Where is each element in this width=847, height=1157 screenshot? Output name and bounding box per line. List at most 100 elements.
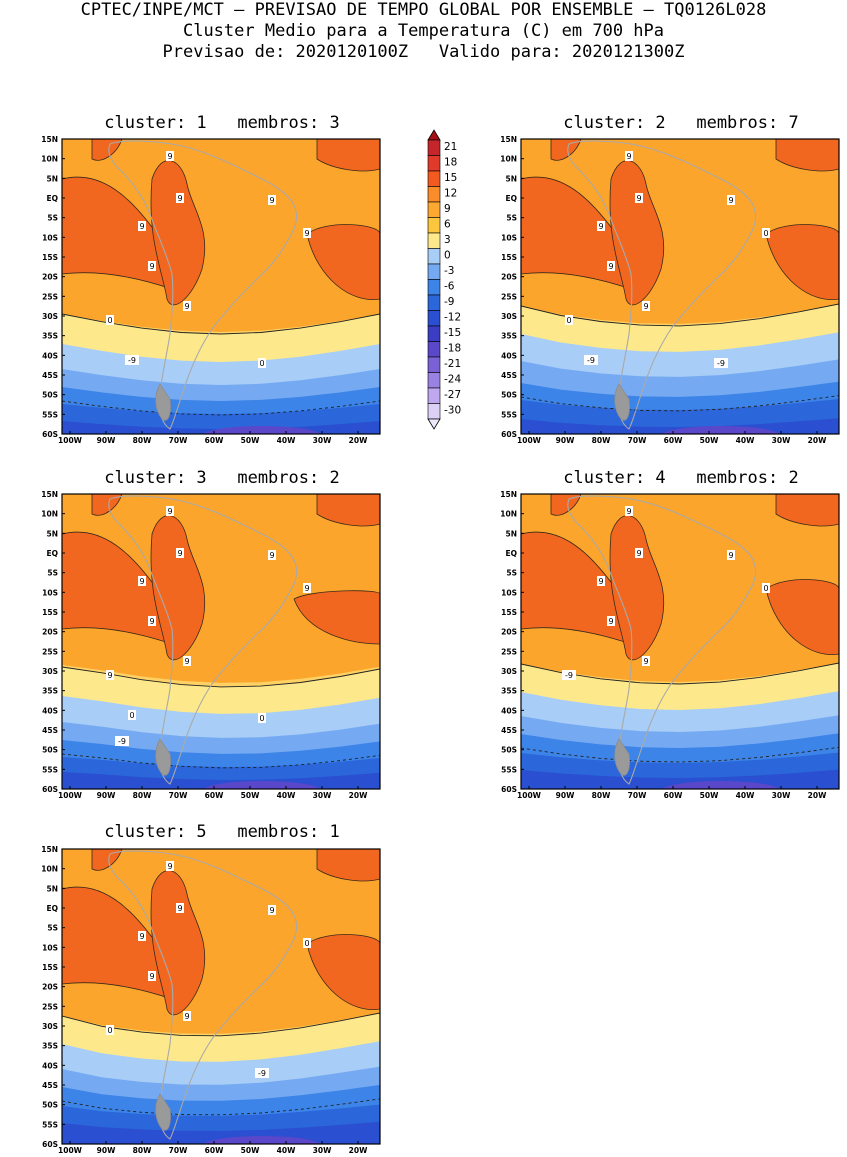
contour-label-box [597, 576, 605, 586]
band-minus18c [662, 781, 780, 789]
lat-tick-label: 55S [501, 410, 517, 419]
contour-label: 9 [184, 302, 189, 311]
colorbar-swatch [427, 372, 441, 389]
contour-label-box [138, 221, 146, 231]
lon-tick-label: 30W [313, 436, 332, 445]
contour-label-box [565, 315, 573, 325]
contour-label: 9 [167, 152, 172, 161]
patagonia-islands [614, 383, 630, 421]
lon-tick-label: 90W [97, 791, 116, 800]
lat-tick-label: 30S [501, 667, 517, 676]
lon-tick-label: 60W [664, 436, 683, 445]
contour-label-box [607, 261, 615, 271]
hot-region-andes [150, 515, 206, 661]
contour-label: 9 [608, 262, 613, 271]
lat-tick-label: 15N [500, 135, 517, 144]
contour-label-box [128, 710, 136, 720]
contour-label: 9 [177, 549, 182, 558]
lat-tick-label: 10S [42, 943, 58, 952]
contour-label: 9 [167, 862, 172, 871]
lon-tick-label: 70W [169, 436, 188, 445]
lat-tick-label: 60S [42, 785, 58, 794]
lat-tick-label: 25S [42, 1002, 58, 1011]
hot-region-atlantic [765, 224, 839, 301]
contour-label-box [642, 656, 650, 666]
contour-minus9 [521, 395, 839, 412]
south-america-outline [108, 850, 298, 1140]
lat-tick-label: EQ [47, 194, 59, 203]
contour-label-box [255, 1068, 269, 1078]
lat-tick-label: 20S [42, 273, 58, 282]
contour-label: 9 [269, 906, 274, 915]
contour-label: 9 [598, 222, 603, 231]
colorbar-label: -15 [444, 327, 461, 339]
contour-label: 0 [566, 316, 571, 325]
patagonia-islands [155, 1093, 171, 1131]
contour-minus9 [62, 753, 380, 769]
lon-tick-label: 70W [628, 436, 647, 445]
colorbar-swatch [427, 356, 441, 373]
contour-label-box [258, 358, 266, 368]
lon-tick-label: 20W [349, 436, 368, 445]
south-america-outline [108, 495, 298, 785]
colorbar-swatch [427, 387, 441, 404]
lat-tick-label: 30S [42, 1022, 58, 1031]
lon-tick-label: 50W [700, 791, 719, 800]
lat-tick-label: 25S [42, 647, 58, 656]
colorbar-label: -30 [444, 405, 461, 417]
contour-label-box [138, 576, 146, 586]
contour-label-box [635, 193, 643, 203]
lon-tick-label: 20W [808, 791, 827, 800]
lat-tick-label: 25S [501, 292, 517, 301]
hot-region-atlantic [306, 224, 380, 301]
lat-tick-label: 45S [42, 1081, 58, 1090]
lat-tick-label: 15S [42, 608, 58, 617]
contour-label: 9 [304, 584, 309, 593]
colorbar-swatch [427, 310, 441, 327]
colorbar-label: -21 [444, 358, 461, 370]
contour-label-box [268, 905, 276, 915]
contour-minus9 [521, 746, 839, 763]
lat-tick-label: 45S [42, 726, 58, 735]
lat-tick-label: 40S [42, 706, 58, 715]
lon-tick-label: 80W [592, 436, 611, 445]
lat-tick-label: 50S [42, 391, 58, 400]
colorbar-label: -12 [444, 312, 461, 324]
contour-label-box [642, 301, 650, 311]
lat-tick-label: 15N [41, 490, 58, 499]
contour-label: 0 [304, 939, 309, 948]
map-frame [520, 138, 840, 435]
contour-label: 0 [129, 711, 134, 720]
contour-label-box [727, 195, 735, 205]
lon-tick-label: 20W [349, 1146, 368, 1155]
map-panel-1: 15N 10N 5N EQ 5S 10S 15S 20S 25S 30S 35S 40S 45S 50S 5… [41, 135, 381, 445]
lat-tick-label: 45S [42, 371, 58, 380]
contour-label-box [183, 656, 191, 666]
lon-tick-label: 80W [133, 436, 152, 445]
lat-tick-label: 5S [47, 924, 58, 933]
south-america-outline [108, 140, 298, 430]
contour-label: 0 [259, 359, 264, 368]
contour-label: -9 [118, 737, 126, 746]
lat-tick-label: 35S [42, 1042, 58, 1051]
contour-label: -9 [717, 359, 725, 368]
lon-tick-label: 60W [205, 436, 224, 445]
contour-label: 9 [598, 577, 603, 586]
lat-tick-label: 5N [506, 529, 518, 538]
lat-tick-label: 55S [501, 765, 517, 774]
colorbar-label: -18 [444, 343, 461, 355]
contour-label: 9 [177, 194, 182, 203]
contour-label-box [303, 938, 311, 948]
lat-tick-label: 10S [501, 233, 517, 242]
lon-tick-label: 80W [133, 1146, 152, 1155]
lat-tick-label: 10S [42, 233, 58, 242]
lat-tick-label: 20S [501, 628, 517, 637]
contour-label: 9 [626, 152, 631, 161]
contour-label: 9 [269, 196, 274, 205]
band-minus18c [203, 1136, 321, 1144]
lat-tick-label: 35S [501, 332, 517, 341]
lon-tick-label: 100W [517, 791, 542, 800]
colorbar-swatch [427, 139, 441, 156]
map-frame [520, 493, 840, 790]
lon-tick-label: 40W [277, 436, 296, 445]
